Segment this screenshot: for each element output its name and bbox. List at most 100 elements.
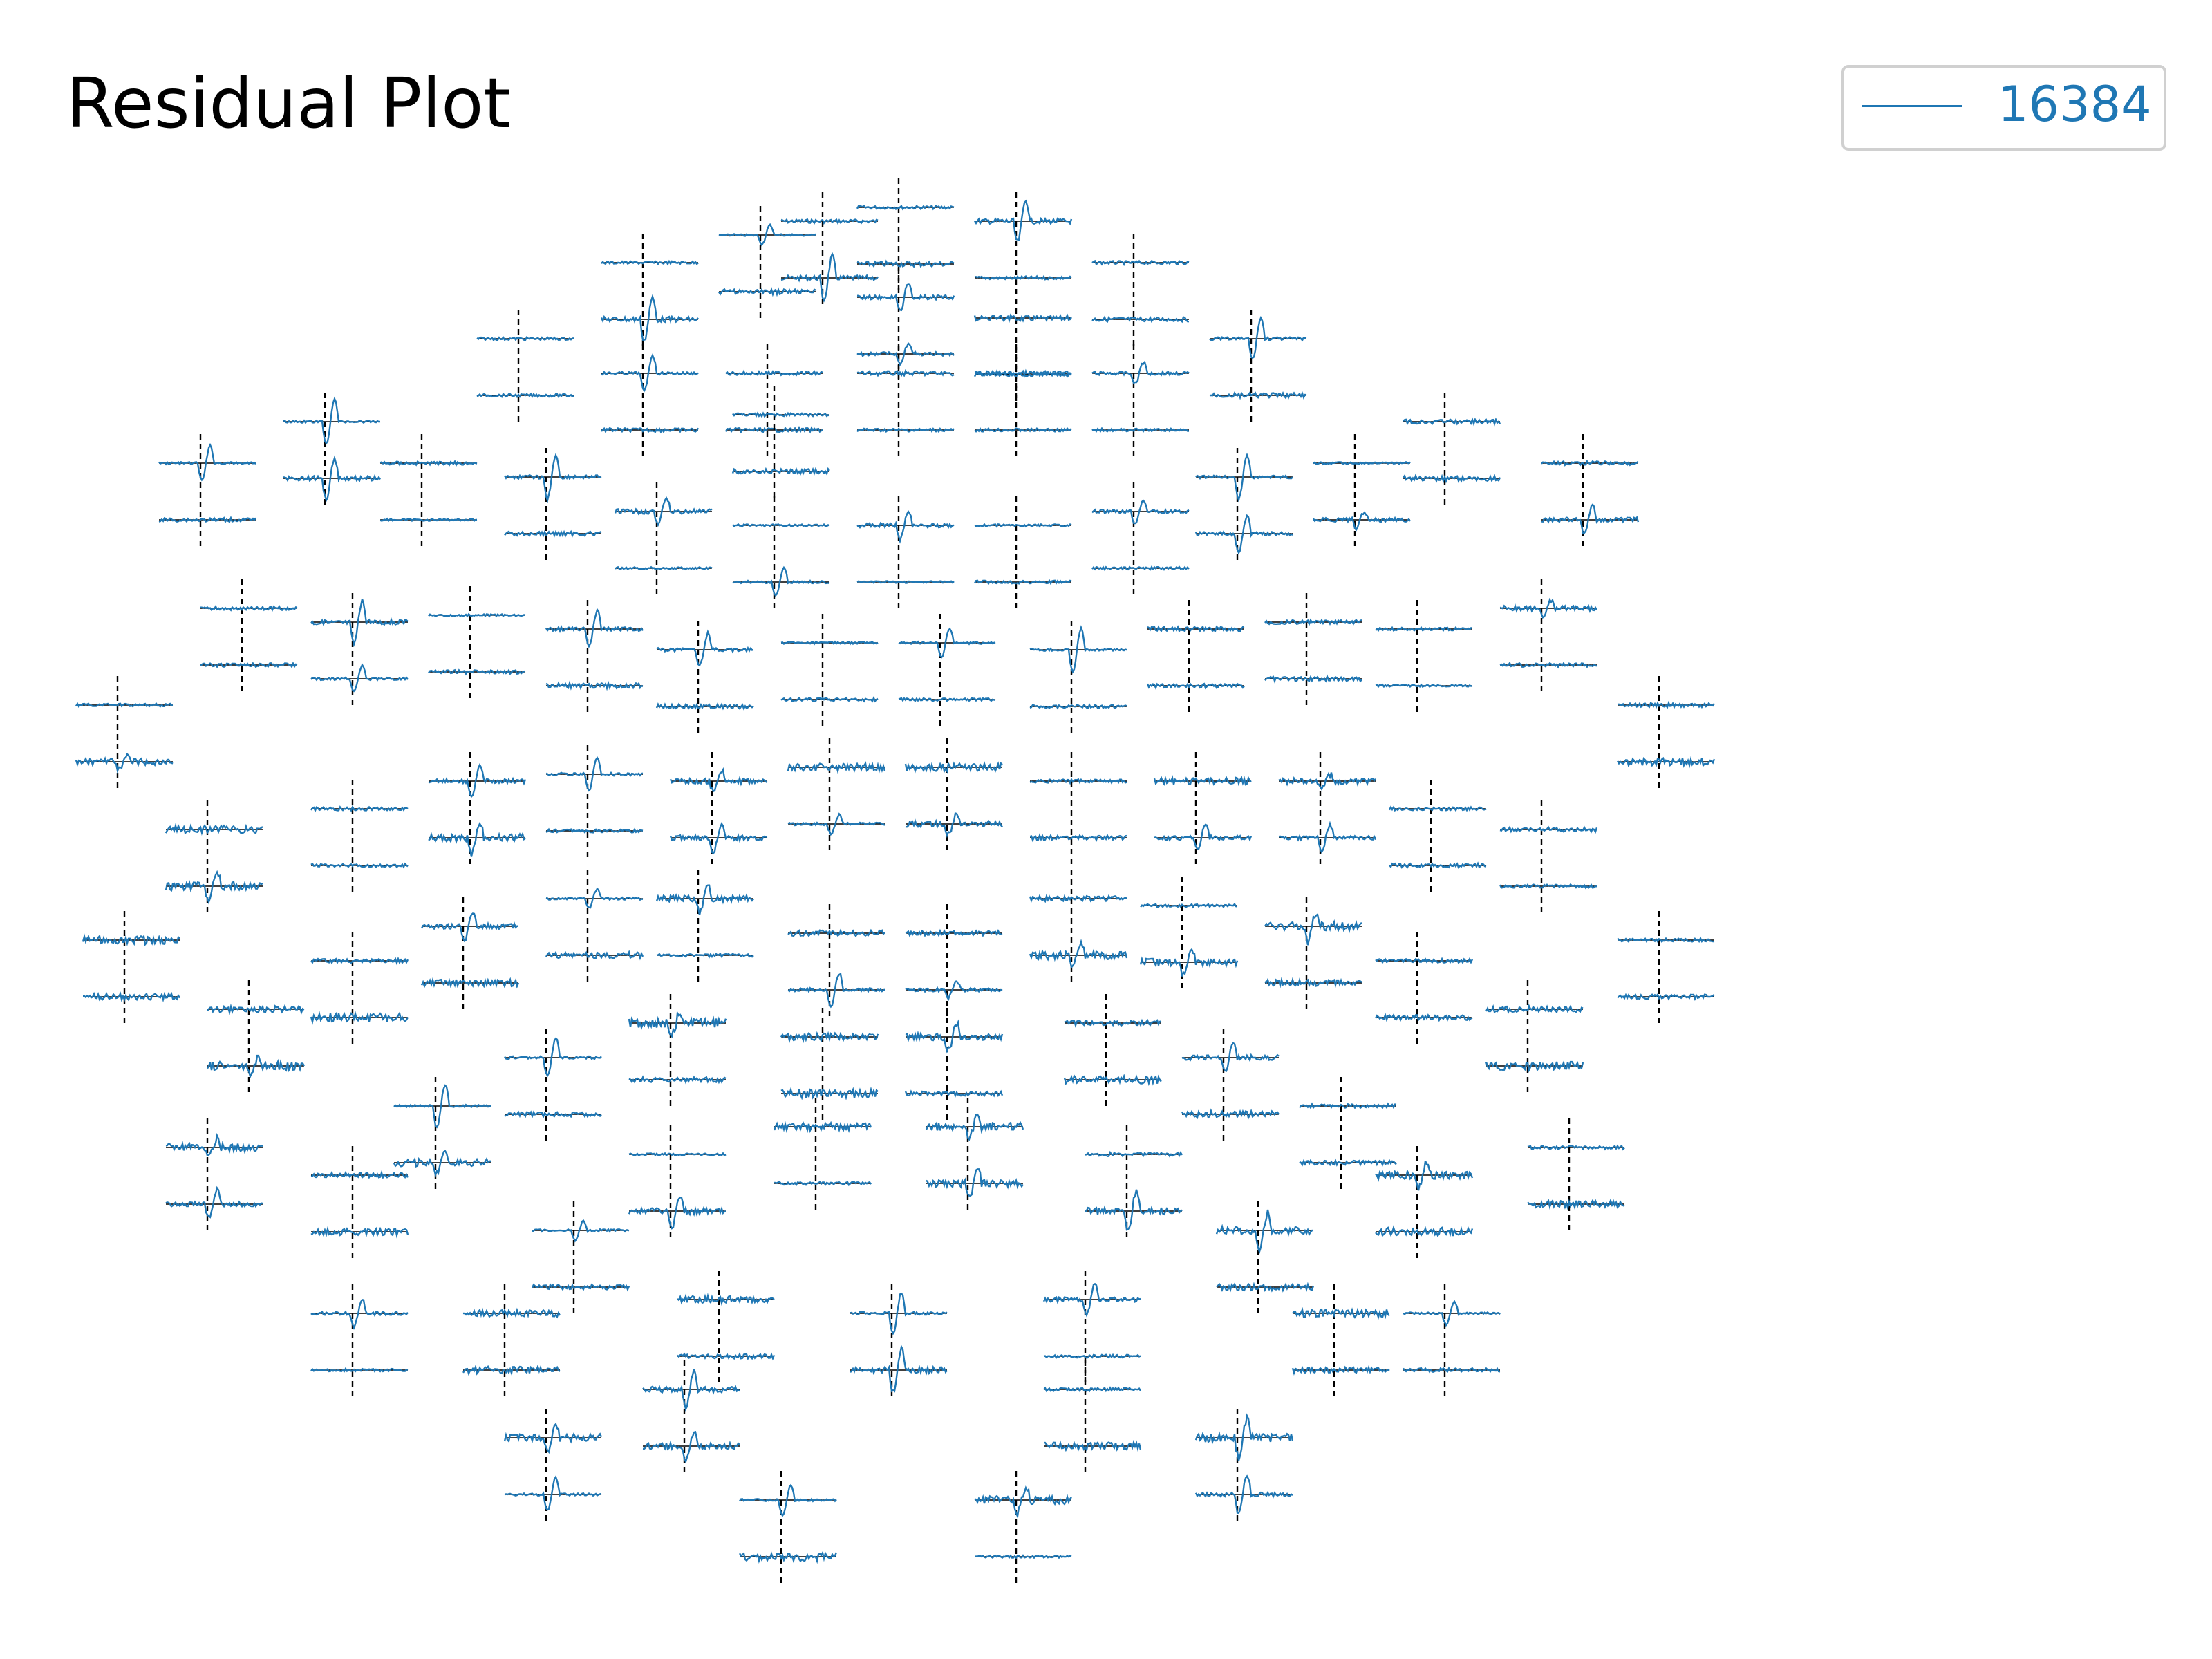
- sensor-tile: [1194, 448, 1293, 563]
- residual-trace: [974, 1485, 1072, 1519]
- residual-trace: [428, 612, 526, 618]
- residual-trace: [731, 467, 830, 476]
- residual-trace: [628, 1010, 727, 1038]
- residual-trace: [428, 763, 527, 798]
- residual-trace: [787, 928, 885, 938]
- sensor-tile: [677, 1271, 776, 1385]
- sensor-tile: [1388, 780, 1487, 894]
- residual-trace: [973, 371, 1072, 378]
- residual-trace: [1147, 625, 1245, 633]
- sensor-tile: [905, 904, 1003, 1019]
- residual-trace: [850, 1292, 948, 1335]
- sensor-tile: [1091, 344, 1190, 459]
- residual-trace: [462, 1364, 561, 1376]
- residual-trace: [1091, 499, 1190, 525]
- sensor-tile: [642, 1360, 740, 1475]
- residual-trace: [165, 823, 263, 836]
- sensor-tile: [1194, 1409, 1294, 1524]
- residual-trace: [1091, 565, 1190, 572]
- sensor-tile: [787, 904, 885, 1019]
- residual-trace: [973, 199, 1073, 241]
- residual-trace: [165, 1132, 263, 1157]
- residual-trace: [601, 427, 700, 434]
- sensor-tile: [1527, 1118, 1625, 1233]
- residual-trace: [545, 950, 644, 961]
- sensor-tile: [628, 1125, 727, 1240]
- residual-trace: [1291, 1365, 1390, 1376]
- residual-trace: [1499, 661, 1597, 669]
- residual-trace: [1299, 1102, 1397, 1109]
- residual-trace: [732, 523, 830, 528]
- residual-trace: [1499, 597, 1598, 619]
- residual-trace: [905, 928, 1003, 938]
- residual-trace: [1029, 702, 1127, 710]
- residual-trace: [904, 760, 1003, 774]
- residual-trace: [973, 313, 1072, 323]
- sensor-tile: [973, 496, 1072, 611]
- residual-trace: [677, 1351, 776, 1361]
- sensor-tile: [1215, 1201, 1315, 1316]
- residual-trace: [780, 218, 879, 225]
- residual-trace: [310, 663, 409, 693]
- sensor-tile: [904, 738, 1003, 853]
- sensor-tile: [1029, 870, 1128, 984]
- residual-trace: [975, 1554, 1072, 1559]
- residual-trace: [1264, 976, 1362, 989]
- sensor-tile: [379, 434, 478, 549]
- residual-trace: [1091, 427, 1189, 433]
- sensor-tile: [1029, 621, 1127, 735]
- sensor-tile: [1291, 1284, 1390, 1399]
- residual-trace: [856, 580, 955, 585]
- residual-trace: [780, 1031, 879, 1044]
- residual-trace: [545, 608, 644, 648]
- residual-trace: [545, 756, 644, 792]
- residual-trace: [206, 1054, 306, 1079]
- sensor-tile: [1499, 579, 1598, 694]
- residual-trace: [1181, 1108, 1280, 1121]
- sensor-tile: [310, 1284, 409, 1399]
- residual-trace: [780, 696, 879, 703]
- residual-trace: [310, 1226, 409, 1239]
- residual-trace: [310, 1170, 409, 1180]
- sensor-tile: [310, 932, 409, 1047]
- residual-trace: [856, 283, 955, 312]
- sensor-tile: [669, 752, 768, 867]
- residual-trace: [200, 661, 298, 668]
- residual-trace: [1388, 805, 1487, 812]
- sensor-tile: [158, 434, 256, 549]
- residual-trace: [1312, 511, 1411, 532]
- residual-trace: [628, 1075, 727, 1085]
- sensor-tile: [974, 1471, 1072, 1586]
- sensor-tile: [1063, 994, 1162, 1109]
- residual-trace: [773, 1121, 872, 1134]
- sensor-tile: [628, 994, 727, 1109]
- sensor-tile: [504, 1029, 602, 1143]
- sensor-tile: [655, 870, 754, 984]
- residual-trace: [718, 287, 816, 297]
- sensor-tile: [731, 386, 830, 500]
- residual-trace: [1029, 833, 1127, 843]
- sensor-tile: [780, 614, 879, 729]
- residual-trace: [1091, 315, 1190, 324]
- residual-trace: [1043, 1353, 1141, 1360]
- residual-trace: [1140, 902, 1238, 909]
- sensor-tile: [904, 1008, 1004, 1123]
- residual-trace: [1375, 683, 1473, 688]
- residual-trace: [379, 517, 478, 523]
- residual-trace: [732, 565, 830, 597]
- residual-trace: [898, 697, 996, 703]
- residual-trace: [725, 369, 823, 377]
- sensor-tile: [600, 234, 699, 348]
- residual-trace: [1029, 893, 1127, 903]
- residual-trace: [393, 1084, 491, 1129]
- residual-trace: [1527, 1144, 1625, 1151]
- sensor-tile: [925, 1098, 1024, 1212]
- residual-trace: [975, 274, 1072, 281]
- residual-trace: [504, 529, 602, 538]
- legend-label: 16384: [1998, 76, 2152, 133]
- residual-trace: [1375, 1225, 1474, 1237]
- residual-trace: [1403, 417, 1501, 427]
- sensor-tile: [1375, 600, 1473, 715]
- residual-trace: [310, 1298, 409, 1331]
- residual-trace: [1042, 1282, 1141, 1318]
